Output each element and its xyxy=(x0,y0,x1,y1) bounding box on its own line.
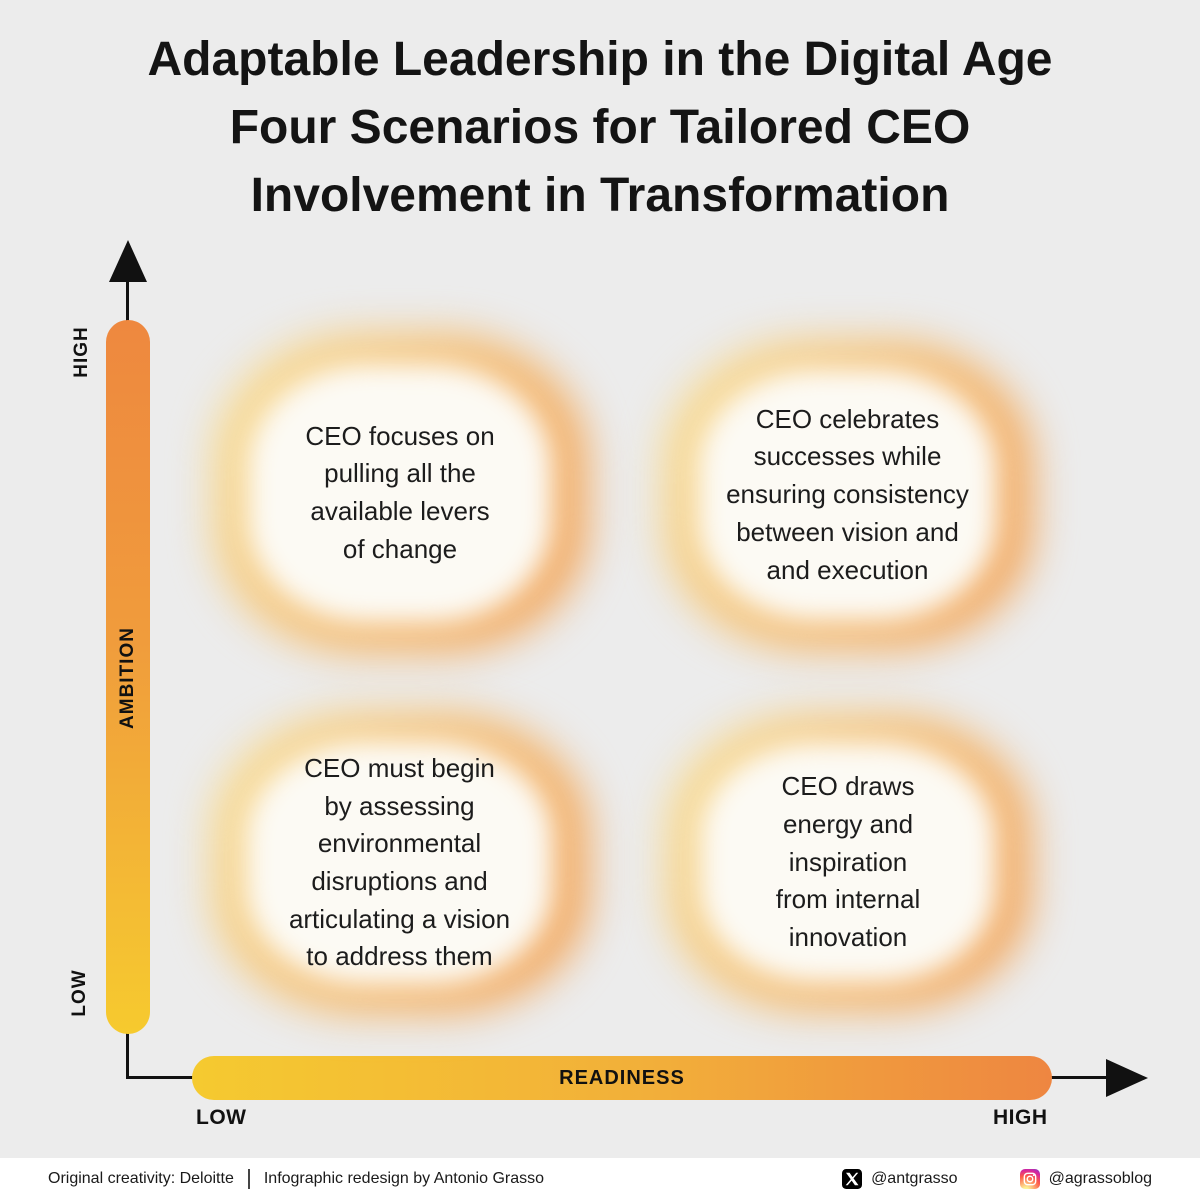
quadrant-bottom-left-text: CEO must begin by assessing environmenta… xyxy=(288,752,511,972)
title-line-3: Involvement in Transformation xyxy=(250,169,950,223)
x-axis-low-label: LOW xyxy=(196,1106,247,1129)
quadrant-core xyxy=(245,740,554,986)
instagram-icon xyxy=(1019,1169,1040,1189)
page-title: Adaptable Leadership in the Digital Age … xyxy=(0,26,1200,230)
credit-source: Original creativity: Deloitte xyxy=(48,1170,234,1187)
quadrant-top-right-text: CEO celebrates successes while ensuring … xyxy=(726,403,969,585)
quadrant-top-right: CEO celebrates successes while ensuring … xyxy=(645,325,1050,665)
social-handles: @antgrasso xyxy=(842,1169,1152,1189)
quadrant-core xyxy=(697,369,998,621)
quadrant-core xyxy=(248,363,552,623)
x-social: @antgrasso xyxy=(842,1169,958,1189)
instagram-handle: @agrassoblog xyxy=(1048,1170,1152,1187)
title-line-1: Adaptable Leadership in the Digital Age xyxy=(147,33,1053,86)
footer: Original creativity: Deloitte Infographi… xyxy=(0,1158,1200,1200)
x-axis-high-label: HIGH xyxy=(993,1106,1048,1129)
y-axis-high-label: HIGH xyxy=(71,326,92,378)
y-axis-label: AMBITION xyxy=(117,627,138,729)
x-axis-arrowhead-icon xyxy=(1106,1059,1148,1097)
x-logo-icon xyxy=(842,1169,863,1189)
x-handle: @antgrasso xyxy=(871,1170,958,1187)
quadrant-bottom-right-text: CEO draws energy and inspiration from in… xyxy=(775,771,921,953)
y-axis-arrowhead-icon xyxy=(109,240,147,282)
quadrant-bottom-left: CEO must begin by assessing environmenta… xyxy=(192,698,607,1028)
x-axis-gradient-bar: READINESS xyxy=(192,1056,1052,1100)
y-axis-low-label: LOW xyxy=(69,969,90,1017)
instagram-social: @agrassoblog xyxy=(1019,1169,1152,1189)
credit-redesign: Infographic redesign by Antonio Grasso xyxy=(263,1170,545,1187)
x-axis-label: READINESS xyxy=(559,1066,685,1089)
title-line-2: Four Scenarios for Tailored CEO xyxy=(229,101,971,155)
quadrant-top-left: CEO focuses on pulling all the available… xyxy=(195,318,605,668)
quadrant-bottom-right: CEO draws energy and inspiration from in… xyxy=(648,700,1048,1025)
credit-separator xyxy=(247,1169,250,1189)
quadrant-core xyxy=(700,742,996,983)
quadrant-top-left-text: CEO focuses on pulling all the available… xyxy=(305,420,495,564)
y-axis-gradient-bar xyxy=(106,320,150,1034)
